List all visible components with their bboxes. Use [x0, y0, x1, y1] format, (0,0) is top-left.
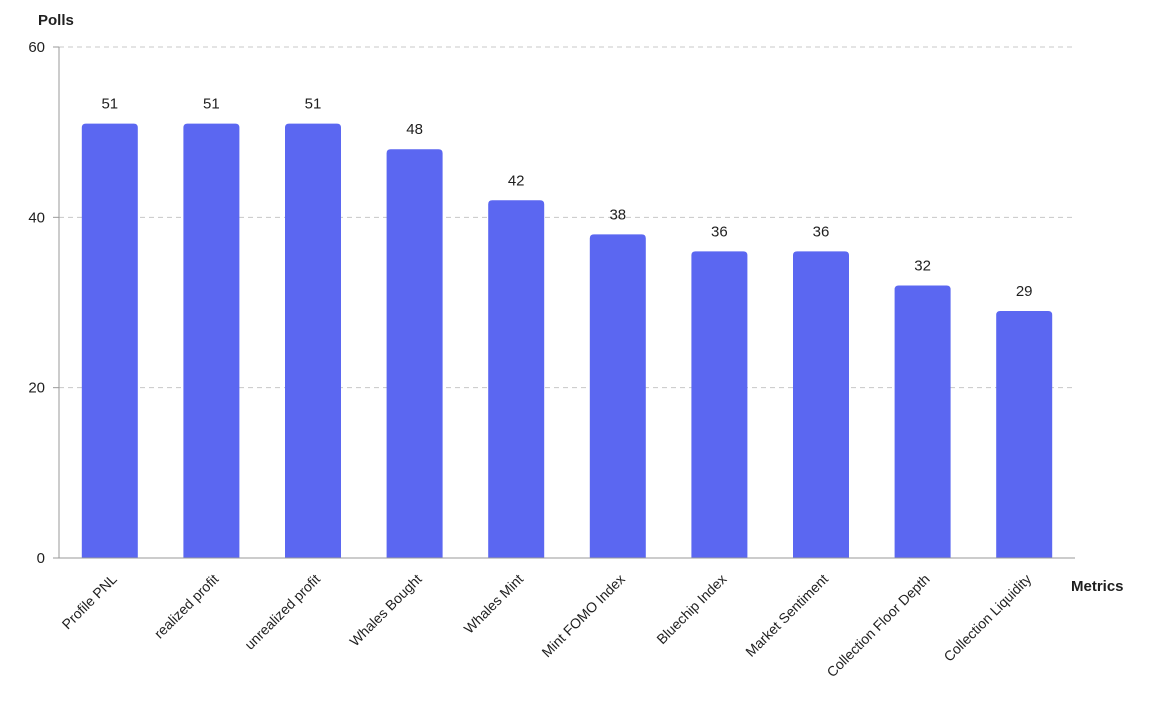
category-label: Collection Floor Depth: [823, 571, 932, 680]
y-axis-title: Polls: [38, 12, 74, 29]
data-label: 29: [1016, 283, 1033, 300]
bar: [488, 200, 545, 559]
category-label: realized profit: [151, 571, 222, 642]
y-tick-label: 60: [28, 39, 45, 56]
category-label: Collection Liquidity: [940, 571, 1034, 665]
data-label: 51: [203, 96, 220, 113]
x-axis-title: Metrics: [1071, 578, 1124, 595]
data-label: 51: [305, 96, 322, 113]
data-label: 48: [406, 121, 423, 138]
bar: [996, 311, 1053, 558]
bars-layer: [81, 123, 1053, 559]
category-label: Whales Mint: [461, 571, 527, 637]
data-label: 51: [101, 96, 118, 113]
bar: [894, 285, 951, 558]
data-label: 36: [813, 223, 830, 240]
data-label: 42: [508, 172, 525, 189]
bar: [386, 149, 443, 558]
category-label: Whales Bought: [346, 571, 425, 650]
y-tick-label: 0: [37, 550, 45, 567]
category-label: Market Sentiment: [742, 571, 831, 660]
category-label: unrealized profit: [241, 571, 323, 653]
data-label: 32: [914, 257, 931, 274]
category-label: Mint FOMO Index: [538, 571, 627, 660]
bar: [183, 123, 240, 559]
data-label: 36: [711, 223, 728, 240]
category-label: Profile PNL: [59, 571, 121, 633]
category-label: Bluechip Index: [653, 571, 729, 647]
bar: [793, 251, 849, 558]
y-tick-label: 20: [28, 380, 45, 397]
axes-layer: [58, 47, 1075, 559]
data-label: 38: [609, 206, 626, 223]
bar: [589, 234, 646, 558]
y-tick-label: 40: [28, 209, 45, 226]
bar: [691, 251, 748, 558]
bar: [81, 123, 138, 559]
bar: [285, 123, 341, 559]
